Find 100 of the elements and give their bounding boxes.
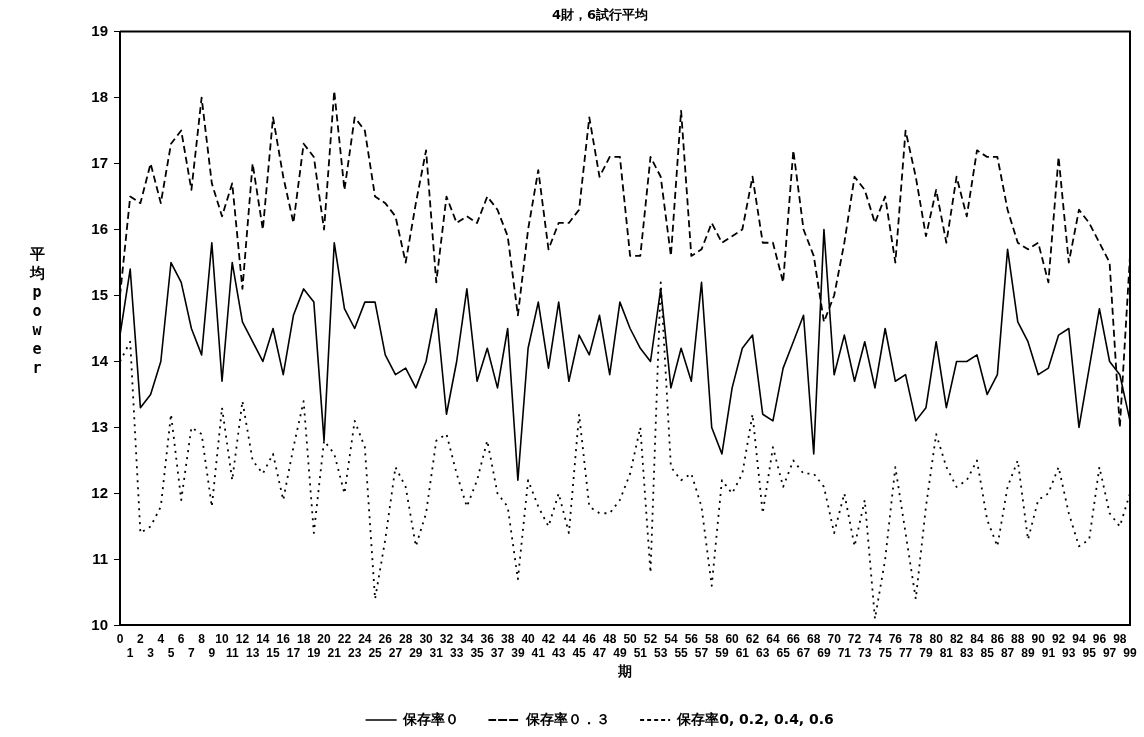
x-tick-label: 1 <box>126 646 134 661</box>
x-tick-label: 54 <box>664 631 678 646</box>
chart-title: 4財，6試行平均 <box>551 7 649 23</box>
x-tick-label: 0 <box>116 631 124 646</box>
x-tick-label: 38 <box>501 631 515 646</box>
y-tick-label: 10 <box>91 615 108 633</box>
x-tick-label: 70 <box>827 631 842 646</box>
x-tick-label: 73 <box>858 646 872 661</box>
x-tick-label: 21 <box>327 646 342 661</box>
x-tick-label: 60 <box>725 631 740 646</box>
x-tick-label: 32 <box>439 631 454 646</box>
x-tick-label: 22 <box>337 631 352 646</box>
x-tick-label: 9 <box>208 646 216 661</box>
x-tick-label: 53 <box>654 646 668 661</box>
x-tick-label: 46 <box>582 631 597 646</box>
x-tick-label: 51 <box>633 646 648 661</box>
x-tick-label: 4 <box>157 631 165 646</box>
x-tick-label: 19 <box>307 646 321 661</box>
x-tick-label: 20 <box>317 631 332 646</box>
y-tick-label: 16 <box>91 219 108 237</box>
x-tick-label: 79 <box>919 646 933 661</box>
legend-label: 保存率０．３ <box>525 710 611 727</box>
x-tick-label: 6 <box>177 631 185 646</box>
x-tick-label: 49 <box>613 646 627 661</box>
x-tick-label: 80 <box>929 631 944 646</box>
x-tick-label: 78 <box>909 631 923 646</box>
y-tick-label: 18 <box>91 87 108 105</box>
x-tick-label: 10 <box>215 631 230 646</box>
x-tick-label: 37 <box>490 646 505 661</box>
x-tick-label: 58 <box>705 631 719 646</box>
x-tick-label: 85 <box>980 646 995 661</box>
y-tick-label: 14 <box>91 351 109 369</box>
x-tick-label: 64 <box>766 631 780 646</box>
x-tick-label: 34 <box>460 631 474 646</box>
x-tick-label: 52 <box>643 631 658 646</box>
x-tick-label: 68 <box>807 631 821 646</box>
x-tick-label: 18 <box>296 631 311 646</box>
x-tick-label: 72 <box>847 631 862 646</box>
y-tick-label: 13 <box>91 417 108 435</box>
x-tick-label: 24 <box>358 631 372 646</box>
x-tick-label: 69 <box>817 646 831 661</box>
x-tick-label: 97 <box>1102 646 1117 661</box>
x-tick-label: 63 <box>756 646 770 661</box>
x-tick-label: 47 <box>592 646 607 661</box>
legend-label: 保存率０ <box>402 710 460 727</box>
x-tick-label: 61 <box>735 646 750 661</box>
legend-label: 保存率0, 0.2, 0.4, 0.6 <box>676 710 834 727</box>
x-tick-label: 40 <box>521 631 536 646</box>
x-tick-label: 15 <box>266 646 281 661</box>
x-tick-label: 94 <box>1072 631 1086 646</box>
x-tick-label: 42 <box>541 631 556 646</box>
x-tick-label: 75 <box>878 646 893 661</box>
x-tick-label: 76 <box>888 631 903 646</box>
x-tick-label: 62 <box>745 631 760 646</box>
x-tick-label: 81 <box>939 646 954 661</box>
x-tick-label: 35 <box>470 646 485 661</box>
x-tick-label: 2 <box>137 631 145 646</box>
x-tick-label: 3 <box>147 646 155 661</box>
x-tick-label: 27 <box>388 646 403 661</box>
x-tick-label: 56 <box>684 631 699 646</box>
x-tick-label: 88 <box>1011 631 1025 646</box>
x-tick-label: 48 <box>603 631 617 646</box>
x-tick-label: 8 <box>198 631 206 646</box>
x-tick-label: 83 <box>960 646 974 661</box>
x-tick-label: 71 <box>837 646 852 661</box>
x-tick-label: 98 <box>1113 631 1127 646</box>
x-tick-label: 89 <box>1021 646 1035 661</box>
x-tick-label: 57 <box>694 646 709 661</box>
x-tick-label: 59 <box>715 646 729 661</box>
x-tick-label: 36 <box>480 631 495 646</box>
x-tick-label: 55 <box>674 646 689 661</box>
y-tick-label: 19 <box>91 21 108 39</box>
x-tick-label: 92 <box>1051 631 1066 646</box>
x-tick-label: 17 <box>286 646 301 661</box>
x-tick-label: 93 <box>1062 646 1076 661</box>
x-tick-label: 26 <box>378 631 393 646</box>
x-tick-label: 43 <box>552 646 566 661</box>
x-tick-label: 50 <box>623 631 638 646</box>
x-tick-label: 23 <box>347 646 362 661</box>
x-tick-label: 82 <box>949 631 964 646</box>
x-tick-label: 12 <box>235 631 250 646</box>
x-tick-label: 67 <box>796 646 811 661</box>
x-tick-label: 16 <box>276 631 291 646</box>
x-tick-label: 39 <box>511 646 525 661</box>
x-tick-label: 29 <box>409 646 423 661</box>
y-tick-label: 11 <box>92 549 108 567</box>
x-tick-label: 41 <box>531 646 546 661</box>
y-axis-title: 平均power <box>28 245 46 378</box>
x-axis-title: 期 <box>617 663 632 680</box>
x-tick-label: 14 <box>256 631 270 646</box>
y-tick-label: 12 <box>91 483 108 501</box>
x-tick-label: 74 <box>868 631 882 646</box>
x-tick-label: 25 <box>368 646 383 661</box>
x-tick-label: 91 <box>1041 646 1056 661</box>
x-tick-label: 77 <box>898 646 913 661</box>
x-tick-label: 7 <box>188 646 196 661</box>
x-tick-label: 44 <box>562 631 576 646</box>
x-tick-label: 5 <box>167 646 175 661</box>
x-tick-label: 11 <box>225 646 239 661</box>
x-tick-label: 86 <box>990 631 1005 646</box>
